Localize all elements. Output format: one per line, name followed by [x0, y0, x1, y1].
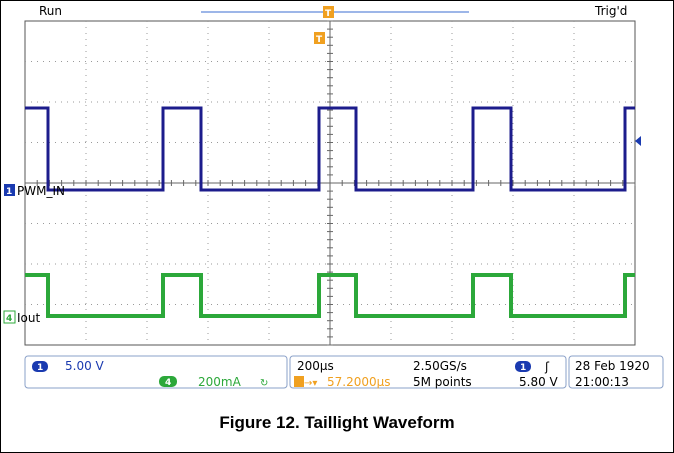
rising-edge-icon: ʃ — [544, 360, 550, 374]
trigger-offset: 57.2000µs — [327, 375, 391, 389]
sample-rate: 2.50GS/s — [413, 359, 467, 373]
figure-caption: Figure 12. Taillight Waveform — [219, 413, 455, 432]
svg-text:1: 1 — [6, 187, 12, 197]
ch4-ground-marker[interactable]: 4 — [3, 310, 16, 324]
svg-text:T: T — [325, 9, 332, 19]
timebase: 200µs — [297, 359, 334, 373]
svg-text:T: T — [316, 35, 323, 45]
datetime-panel — [568, 355, 664, 389]
bandwidth-limit-icon: ↻ — [260, 378, 268, 389]
ch4-scale-badge[interactable]: 4 — [159, 376, 177, 388]
ch1-ground-marker[interactable]: 1 — [4, 184, 15, 197]
svg-text:→▾: →▾ — [304, 378, 317, 389]
record-length: 5M points — [413, 375, 472, 389]
time: 21:00:13 — [575, 375, 629, 389]
ch1-scale: 5.00 V — [65, 359, 105, 373]
timebase-readout-panel[interactable] — [289, 355, 567, 389]
date: 28 Feb 1920 — [575, 359, 650, 373]
trigger-status: Trig'd — [594, 4, 627, 18]
ch1-scale-badge[interactable]: 1 — [32, 361, 48, 373]
svg-text:1: 1 — [520, 363, 526, 373]
trigger-level-arrow-icon[interactable] — [635, 136, 641, 146]
channel-readout-panel[interactable] — [24, 355, 288, 389]
trigger-level: 5.80 V — [519, 375, 559, 389]
ch1-pwm-trace — [25, 106, 635, 192]
ch1-label: PWM_IN — [17, 184, 65, 198]
oscilloscope-screen: Run Trig'd T T 1 PWM_IN 4 Iout 1 5.0 — [3, 4, 664, 389]
svg-text:1: 1 — [37, 363, 43, 373]
trigger-source-badge[interactable]: 1 — [515, 361, 531, 373]
svg-text:4: 4 — [6, 314, 12, 324]
trigger-offset-icon: →▾ — [294, 376, 317, 389]
trigger-time-marker-icon[interactable]: T — [314, 32, 325, 45]
ch4-current-trace — [25, 273, 635, 318]
graticule-center-axes — [24, 20, 636, 346]
ch4-label: Iout — [17, 311, 40, 325]
svg-text:4: 4 — [165, 378, 171, 388]
run-status: Run — [39, 4, 62, 18]
trigger-position-icon[interactable]: T — [323, 6, 334, 19]
ch4-scale: 200mA — [198, 375, 242, 389]
